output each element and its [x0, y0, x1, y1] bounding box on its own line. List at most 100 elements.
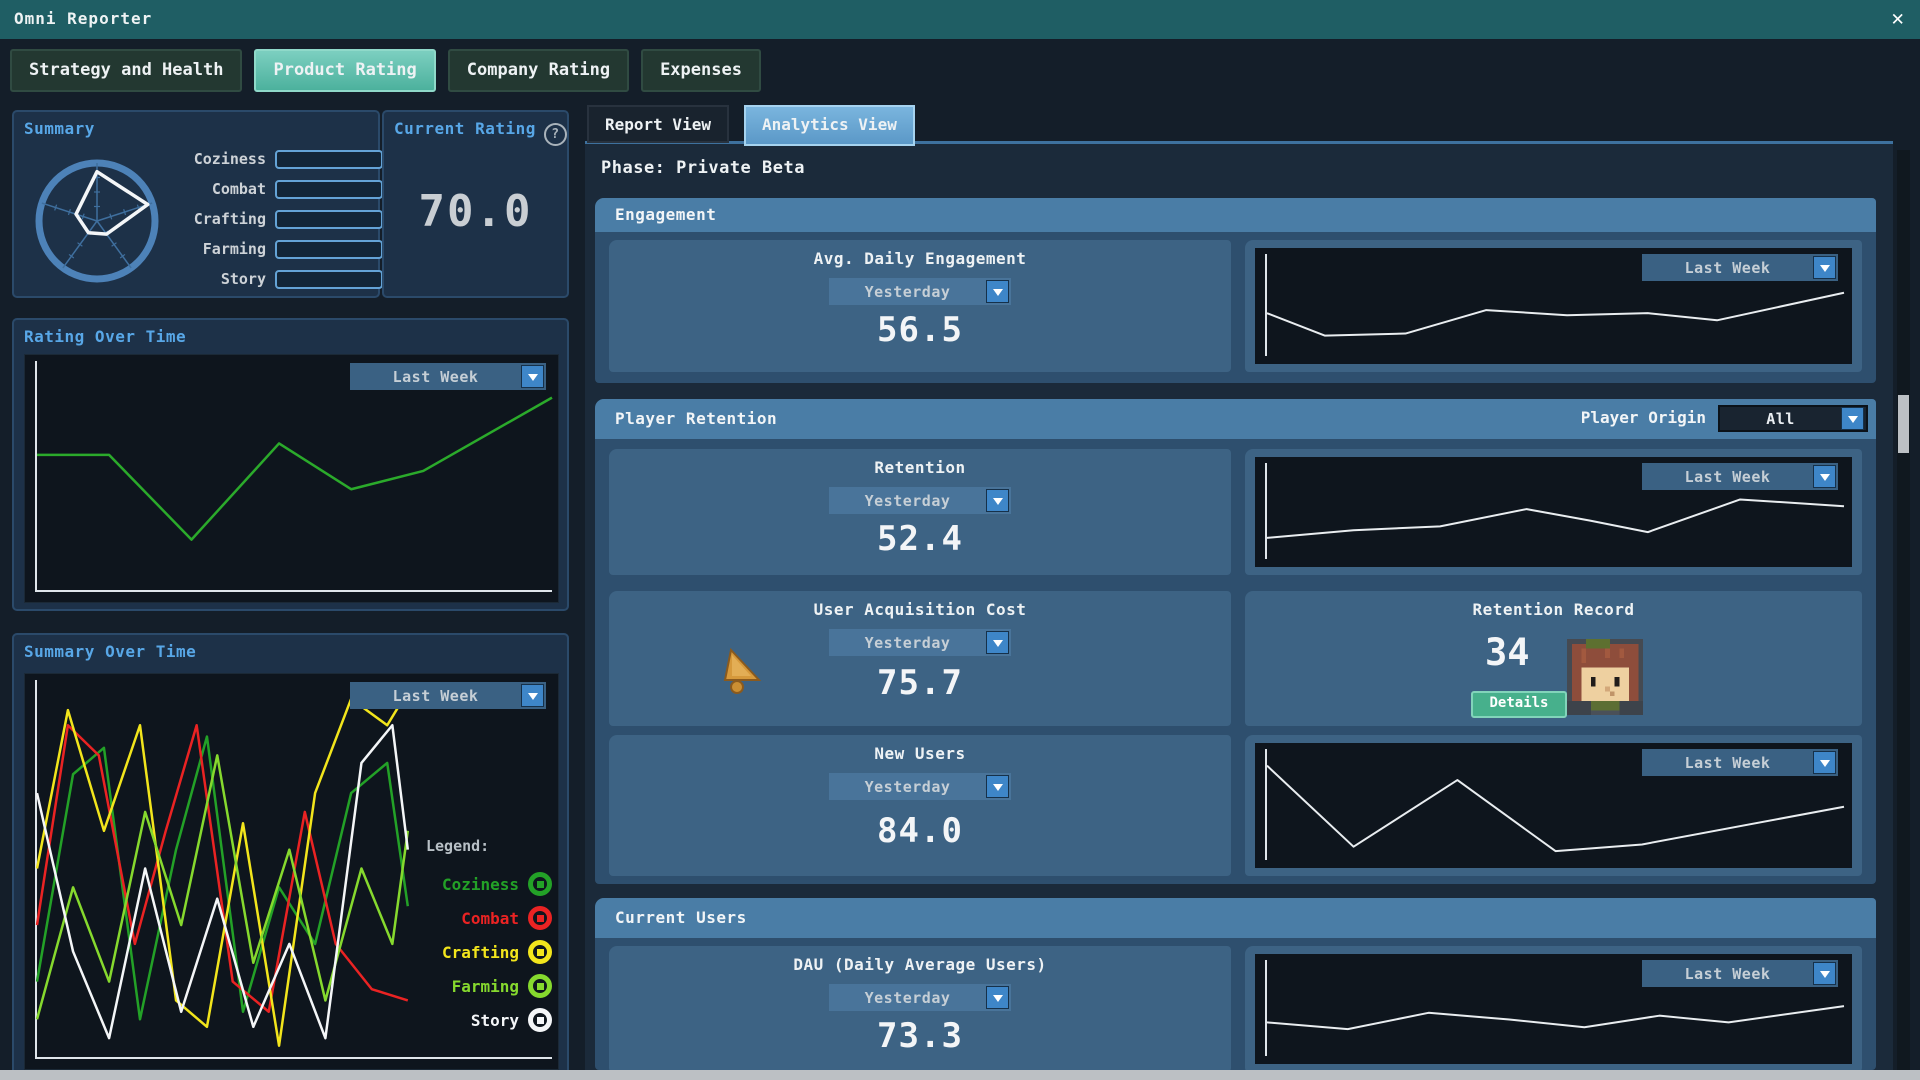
dau-metric-card: DAU (Daily Average Users) Yesterday 73.3 — [609, 946, 1231, 1072]
retention-record-title: Retention Record — [1472, 600, 1635, 619]
chevron-down-icon[interactable] — [986, 775, 1009, 798]
rating-range-dropdown[interactable]: Last Week — [350, 363, 546, 390]
player-origin-label: Player Origin — [1580, 408, 1706, 427]
metric-value: 52.4 — [877, 519, 963, 559]
legend-item-story: Story — [392, 1003, 552, 1037]
retention-spark-plot — [1265, 463, 1844, 559]
chevron-down-icon[interactable] — [1813, 256, 1836, 279]
tab-expenses[interactable]: Expenses — [641, 49, 761, 92]
main-tab-bar: Strategy and Health Product Rating Compa… — [10, 49, 761, 92]
help-icon[interactable]: ? — [543, 123, 567, 146]
summary-over-time-plot — [35, 680, 552, 1059]
summary-range-dropdown[interactable]: Last Week — [350, 682, 546, 709]
chevron-down-icon[interactable] — [521, 365, 544, 388]
retention-period-dropdown[interactable]: Yesterday — [829, 487, 1011, 514]
engagement-range-dropdown[interactable]: Last Week — [1642, 254, 1838, 281]
new-users-range-dropdown[interactable]: Last Week — [1642, 749, 1838, 776]
chevron-down-icon[interactable] — [521, 684, 544, 707]
range-value: Last Week — [1684, 258, 1771, 277]
chevron-down-icon[interactable] — [1813, 465, 1836, 488]
chevron-down-icon[interactable] — [1813, 751, 1836, 774]
chart-legend: Legend: Coziness Combat Crafting Farming — [392, 837, 552, 1037]
rating-over-time-panel: Rating Over Time Last Week — [12, 318, 569, 611]
details-button[interactable]: Details — [1471, 691, 1567, 718]
stat-label: Crafting — [193, 210, 266, 228]
legend-label: Farming — [451, 976, 519, 996]
period-value: Yesterday — [864, 633, 951, 652]
chevron-down-icon[interactable] — [1841, 407, 1864, 430]
current-rating-title-text: Current Rating — [394, 119, 536, 138]
stat-row-story: Story — [174, 264, 383, 294]
new-users-spark-plot — [1265, 749, 1844, 860]
mouse-cursor-icon — [723, 648, 762, 694]
legend-item-coziness: Coziness — [392, 867, 552, 901]
chevron-down-icon[interactable] — [986, 489, 1009, 512]
stat-label: Combat — [211, 180, 266, 198]
legend-ring-icon — [528, 940, 552, 964]
dau-range-dropdown[interactable]: Last Week — [1642, 960, 1838, 987]
legend-label: Crafting — [441, 942, 519, 962]
metric-title: Avg. Daily Engagement — [813, 249, 1027, 268]
dau-period-dropdown[interactable]: Yesterday — [829, 984, 1011, 1011]
legend-item-combat: Combat — [392, 901, 552, 935]
vertical-scrollbar-thumb[interactable] — [1898, 395, 1909, 453]
tab-analytics-view[interactable]: Analytics View — [743, 105, 915, 146]
stat-bar — [275, 239, 383, 259]
summary-stats: Coziness Combat Crafting Farming Story — [174, 144, 383, 294]
metric-value: 56.5 — [877, 310, 963, 350]
period-value: Yesterday — [864, 491, 951, 510]
current-users-header-title: Current Users — [615, 908, 747, 927]
summary-panel: Summary Coziness Combat Crafting Farming — [12, 110, 383, 298]
acquisition-period-dropdown[interactable]: Yesterday — [829, 629, 1011, 656]
legend-label: Story — [470, 1010, 519, 1030]
legend-ring-icon — [528, 1008, 552, 1032]
vertical-scrollbar[interactable] — [1897, 150, 1910, 1070]
range-value: Last Week — [1684, 753, 1771, 772]
range-value: Last Week — [1684, 467, 1771, 486]
player-retention-header-title: Player Retention — [615, 409, 778, 428]
close-icon[interactable]: ✕ — [1891, 6, 1904, 30]
metric-title: DAU (Daily Average Users) — [793, 955, 1047, 974]
legend-label: Combat — [461, 908, 519, 928]
player-origin-dropdown[interactable]: All — [1718, 405, 1868, 432]
player-retention-section: Player Retention Player Origin All Reten… — [595, 399, 1876, 884]
legend-ring-icon — [528, 974, 552, 998]
period-value: Yesterday — [864, 282, 951, 301]
engagement-period-dropdown[interactable]: Yesterday — [829, 278, 1011, 305]
summary-over-time-chart: Last Week Legend: Coziness Combat Crafti… — [24, 673, 559, 1070]
stat-row-combat: Combat — [174, 174, 383, 204]
stat-bar — [275, 209, 383, 229]
retention-range-dropdown[interactable]: Last Week — [1642, 463, 1838, 490]
metric-title: User Acquisition Cost — [813, 600, 1027, 619]
tab-company-rating[interactable]: Company Rating — [447, 49, 630, 92]
rating-over-time-chart: Last Week — [24, 354, 559, 603]
legend-title: Legend: — [426, 837, 490, 855]
view-tab-bar: Report View Analytics View — [587, 105, 915, 146]
current-rating-title: Current Rating? — [394, 119, 567, 146]
rating-over-time-title: Rating Over Time — [24, 327, 187, 346]
acquisition-cost-card: User Acquisition Cost Yesterday 75.7 — [609, 591, 1231, 726]
retention-metric-card: Retention Yesterday 52.4 — [609, 449, 1231, 575]
new-users-period-dropdown[interactable]: Yesterday — [829, 773, 1011, 800]
tab-product-rating[interactable]: Product Rating — [254, 49, 436, 92]
metric-title: New Users — [874, 744, 966, 763]
metric-title: Retention — [874, 458, 966, 477]
horizontal-scrollbar[interactable] — [0, 1070, 1920, 1080]
tab-report-view[interactable]: Report View — [587, 105, 729, 143]
chevron-down-icon[interactable] — [1813, 962, 1836, 985]
stat-label: Coziness — [193, 150, 266, 168]
engagement-header-title: Engagement — [615, 205, 717, 224]
dau-spark-plot — [1265, 960, 1844, 1056]
window-title: Omni Reporter — [14, 9, 153, 28]
tab-strategy-and-health[interactable]: Strategy and Health — [10, 49, 243, 92]
chevron-down-icon[interactable] — [986, 631, 1009, 654]
current-rating-panel: Current Rating? 70.0 — [382, 110, 569, 298]
stat-bar — [275, 149, 383, 169]
metric-value: 84.0 — [877, 811, 963, 851]
chevron-down-icon[interactable] — [986, 280, 1009, 303]
chevron-down-icon[interactable] — [986, 986, 1009, 1009]
stat-label: Farming — [202, 240, 266, 258]
view-tab-underline — [585, 141, 1893, 144]
legend-ring-icon — [528, 906, 552, 930]
